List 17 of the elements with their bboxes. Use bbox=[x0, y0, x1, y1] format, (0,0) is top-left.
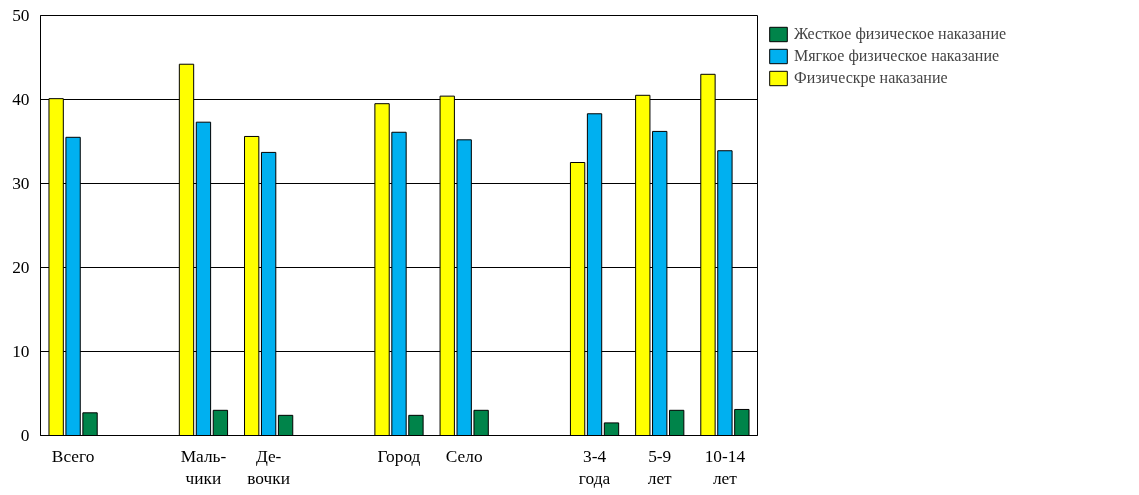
x-tick-label: Маль- чики bbox=[180, 446, 227, 489]
x-tick-label: Де- вочки bbox=[247, 446, 290, 489]
y-tick-label: 10 bbox=[12, 342, 30, 361]
x-tick-label: Село bbox=[445, 446, 483, 466]
x-tick-label: 3-4 года bbox=[578, 446, 611, 489]
y-tick-label: 50 bbox=[12, 6, 30, 25]
x-tick-label: Всего bbox=[51, 446, 95, 466]
y-tick-label: 40 bbox=[12, 90, 30, 109]
legend-label: Жесткое физическое наказание bbox=[794, 25, 1007, 43]
y-tick-label: 0 bbox=[20, 426, 30, 445]
y-tick-label: 20 bbox=[12, 258, 30, 277]
legend-label: Физическре наказание bbox=[794, 69, 948, 87]
x-tick-label: 5-9 лет bbox=[647, 446, 673, 489]
legend-label: Мягкое физическое наказание bbox=[794, 47, 1000, 65]
x-tick-label: Город bbox=[377, 446, 421, 466]
x-tick-label: 10-14 лет bbox=[704, 446, 746, 489]
y-tick-label: 30 bbox=[12, 174, 30, 193]
